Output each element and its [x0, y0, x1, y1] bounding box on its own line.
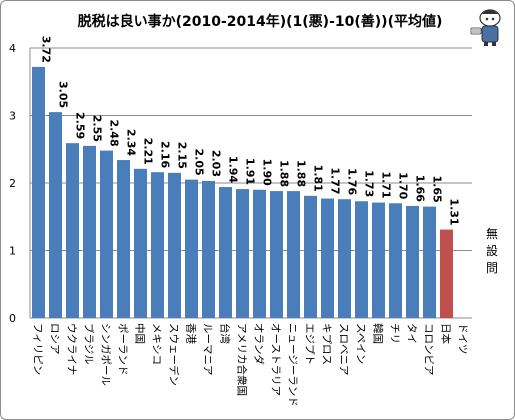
- data-label: 2.15: [176, 142, 189, 169]
- category-label: スロベニア: [338, 323, 350, 376]
- no-question-note-char-1: 無: [485, 227, 498, 241]
- no-question-note: 無 設 問: [484, 226, 500, 277]
- category-label: タイ: [406, 323, 418, 344]
- category-label: チリ: [389, 323, 401, 344]
- category-label: ブラジル: [83, 323, 96, 365]
- data-label: 3.05: [57, 81, 70, 108]
- data-label: 1.77: [329, 167, 342, 194]
- category-label: コロンビア: [423, 323, 435, 376]
- data-label: 2.48: [108, 119, 121, 146]
- category-label: 香港: [185, 323, 197, 344]
- bar: [423, 206, 436, 318]
- y-tick-label: 3: [9, 110, 16, 123]
- y-tick-label: 4: [9, 42, 16, 55]
- category-label: 中国: [134, 323, 147, 344]
- bar: [355, 201, 368, 318]
- bar: [185, 179, 198, 318]
- bar: [304, 195, 317, 318]
- data-label: 1.73: [363, 170, 376, 197]
- data-label: 1.88: [295, 160, 308, 187]
- chart-title: 脱税は良い事か(2010-2014年)(1(悪)-10(善))(平均値): [77, 14, 443, 30]
- bar: [83, 145, 96, 318]
- category-label: ウクライナ: [66, 323, 78, 375]
- category-label: スペイン: [355, 323, 367, 364]
- category-label: オーストラリア: [270, 323, 282, 396]
- mascot-illustration: [470, 9, 501, 46]
- bar: [49, 112, 62, 318]
- category-label: 日本: [440, 323, 453, 344]
- no-question-note-char-2: 設: [485, 244, 498, 258]
- data-label: 3.72: [40, 36, 53, 63]
- bar: [168, 172, 181, 318]
- y-tick-label: 0: [9, 312, 16, 325]
- category-label: キプロス: [321, 323, 333, 365]
- bar: [117, 160, 130, 318]
- category-label: 台湾: [219, 323, 232, 344]
- category-label: シンガポール: [100, 323, 112, 386]
- category-label: スウェーデン: [168, 323, 181, 386]
- data-label: 1.81: [312, 165, 325, 192]
- category-label: ドイツ: [457, 323, 469, 355]
- data-label: 1.65: [431, 175, 444, 202]
- bar: [406, 205, 419, 318]
- data-label: 2.16: [159, 141, 172, 168]
- data-label: 1.94: [227, 156, 240, 183]
- data-label: 1.31: [448, 198, 461, 225]
- category-label: フィリピン: [32, 323, 44, 375]
- data-label: 2.21: [142, 138, 155, 165]
- bar: [338, 199, 351, 318]
- bar: [270, 191, 283, 318]
- bar: [253, 189, 266, 318]
- category-label: メキシコ: [151, 323, 163, 365]
- bar: [440, 229, 453, 318]
- category-label: エジプト: [304, 323, 316, 365]
- data-label: 1.66: [414, 175, 427, 202]
- no-question-note-char-3: 問: [485, 261, 498, 275]
- data-label: 2.03: [210, 150, 223, 177]
- category-label: アメリカ合衆国: [236, 323, 249, 396]
- bar: [236, 189, 249, 318]
- category-label: 韓国: [372, 323, 384, 344]
- data-label: 2.59: [74, 112, 87, 139]
- data-label: 1.91: [244, 158, 257, 185]
- category-label: ニュージーランド: [287, 323, 299, 407]
- data-label: 1.71: [380, 171, 393, 198]
- bar: [287, 191, 300, 318]
- bar: [219, 187, 232, 318]
- bar: [321, 198, 334, 318]
- bar: [100, 150, 113, 318]
- y-tick-label: 2: [9, 177, 16, 190]
- data-label: 2.34: [125, 129, 138, 156]
- bar: [202, 180, 215, 318]
- bar: [66, 143, 79, 318]
- bar: [32, 66, 45, 319]
- bar: [372, 202, 385, 318]
- category-label: ルーマニア: [202, 323, 214, 376]
- data-label: 1.88: [278, 160, 291, 187]
- y-tick-label: 1: [9, 245, 16, 258]
- data-label: 2.55: [91, 115, 104, 142]
- bar: [151, 172, 164, 318]
- bar: [134, 168, 147, 318]
- data-label: 2.05: [193, 148, 206, 175]
- category-label: ポーランド: [117, 323, 129, 376]
- category-label: オランダ: [253, 323, 266, 365]
- bar: [389, 203, 402, 318]
- data-label: 1.76: [346, 168, 359, 195]
- category-label: ロシア: [49, 323, 61, 355]
- data-label: 1.70: [397, 172, 410, 199]
- data-label: 1.90: [261, 159, 274, 186]
